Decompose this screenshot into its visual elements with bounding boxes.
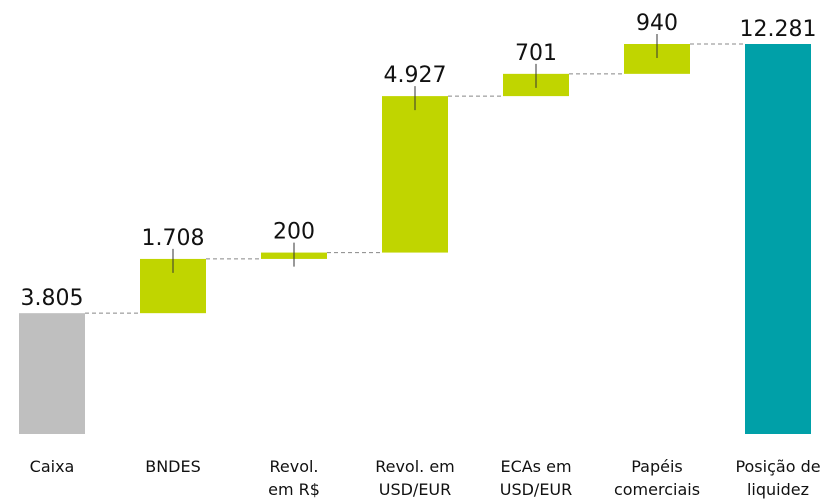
x-tick-label: Revol.	[269, 457, 318, 476]
bar	[745, 44, 811, 434]
value-label: 4.927	[384, 63, 447, 88]
x-tick-label: Caixa	[30, 457, 75, 476]
value-label: 3.805	[21, 286, 84, 311]
x-tick-label: BNDES	[145, 457, 201, 476]
bar	[382, 96, 448, 253]
bar	[19, 313, 85, 434]
value-label: 1.708	[142, 226, 205, 251]
x-tick-label: ECAs em	[500, 457, 571, 476]
value-label: 940	[636, 11, 678, 36]
x-tick-label: comerciais	[614, 480, 700, 499]
value-label: 200	[273, 220, 315, 245]
x-tick-label: Papéis	[631, 457, 683, 476]
value-label: 701	[515, 41, 557, 66]
x-tick-label: Posição de	[735, 457, 820, 476]
x-tick-label: Revol. em	[375, 457, 455, 476]
x-tick-label: USD/EUR	[500, 480, 573, 499]
x-tick-label: em R$	[268, 480, 320, 499]
x-tick-label: USD/EUR	[379, 480, 452, 499]
value-label: 12.281	[740, 17, 817, 42]
x-tick-label: liquidez	[747, 480, 809, 499]
